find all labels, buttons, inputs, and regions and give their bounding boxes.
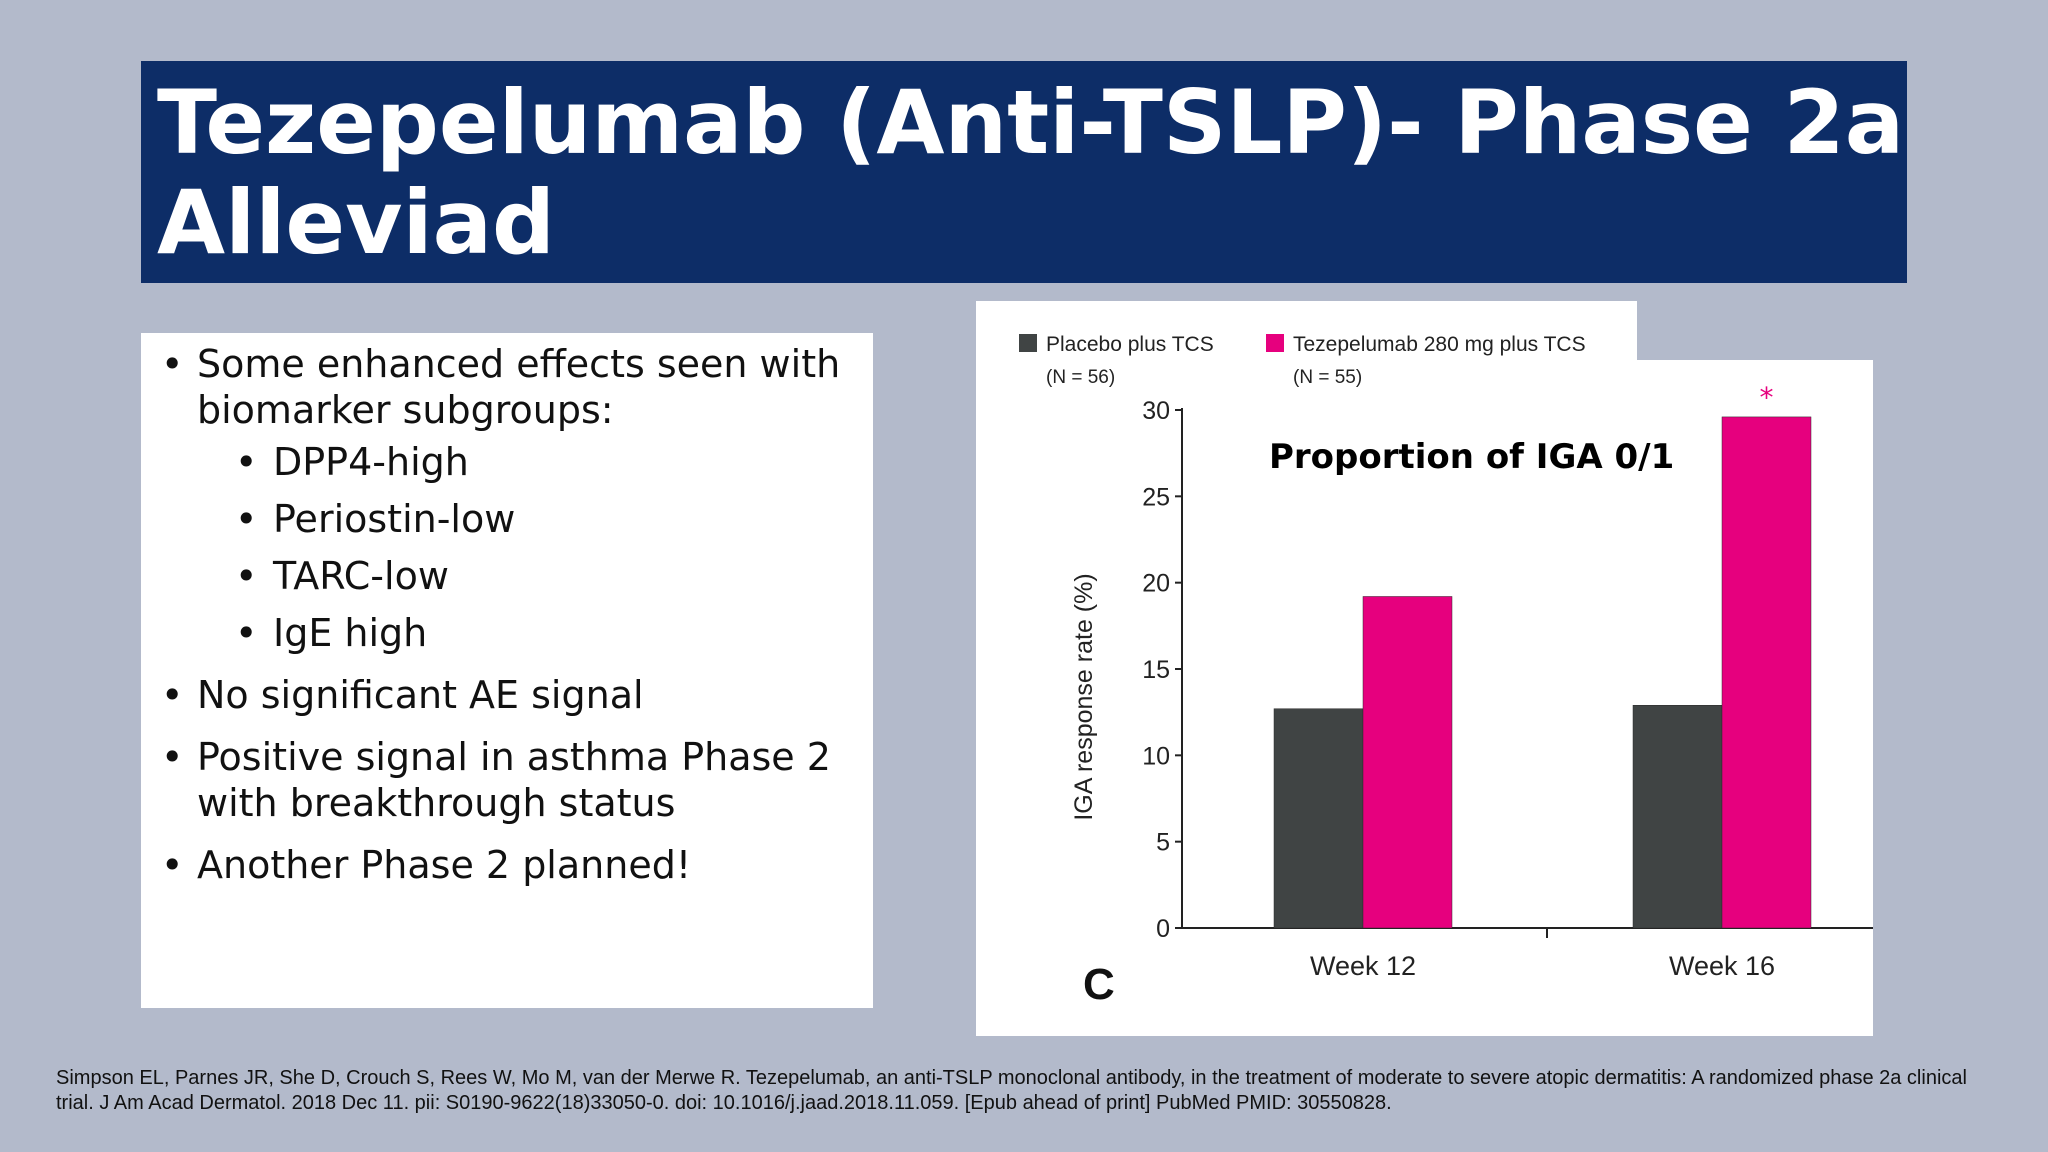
legend-label-tezepelumab: Tezepelumab 280 mg plus TCS	[1293, 333, 1586, 356]
bar-placebo-week-16	[1632, 705, 1723, 929]
y-tick-label: 10	[1142, 742, 1170, 770]
y-tick-label: 0	[1156, 915, 1170, 943]
bar-tezepelumab-week-16	[1721, 416, 1812, 929]
legend-label-placebo: Placebo plus TCS	[1046, 333, 1214, 356]
slide-title-line-2: Alleviad	[157, 171, 556, 274]
legend-n-tezepelumab: (N = 55)	[1293, 367, 1362, 388]
x-tick-label: Week 12	[1310, 951, 1416, 981]
y-axis-label: IGA response rate (%)	[1070, 573, 1098, 820]
bar-tezepelumab-week-12	[1362, 596, 1453, 929]
y-tick-label: 5	[1156, 829, 1170, 857]
bullet-item: No significant AE signal	[157, 672, 853, 718]
legend-swatch-tezepelumab	[1266, 334, 1284, 352]
sub-bullet-item: DPP4-high	[235, 439, 853, 485]
bullet-list: Some enhanced effects seen with biomarke…	[157, 341, 853, 888]
sub-bullet-item: TARC-low	[235, 553, 853, 599]
chart-title: Proportion of IGA 0/1	[1269, 437, 1674, 477]
bullet-text-biomarkers: Some enhanced effects seen with biomarke…	[197, 342, 841, 432]
bullet-item: Another Phase 2 planned!	[157, 842, 853, 888]
sub-bullet-list: DPP4-high Periostin-low TARC-low IgE hig…	[197, 439, 853, 656]
x-tick-label: Week 16	[1669, 951, 1775, 981]
panel-label: C	[1083, 960, 1115, 1009]
y-tick-label: 15	[1142, 656, 1170, 684]
bullet-item: Some enhanced effects seen with biomarke…	[157, 341, 853, 656]
title-bar: Tezepelumab (Anti-TSLP)- Phase 2a Allevi…	[141, 61, 1907, 283]
chart-axes: 0 5 10 15 20 25 30	[1142, 397, 1873, 943]
y-tick-label: 20	[1142, 570, 1170, 598]
bar-placebo-week-12	[1273, 708, 1364, 929]
chart-bars: *	[1273, 381, 1812, 929]
significance-asterisk: *	[1760, 381, 1774, 414]
sub-bullet-item: Periostin-low	[235, 496, 853, 542]
x-axis-labels: Week 12 Week 16	[1310, 951, 1775, 981]
bullet-panel: Some enhanced effects seen with biomarke…	[141, 333, 873, 1008]
sub-bullet-item: IgE high	[235, 610, 853, 656]
y-tick-label: 30	[1142, 397, 1170, 425]
citation-text: Simpson EL, Parnes JR, She D, Crouch S, …	[56, 1067, 1967, 1114]
chart-legend: Placebo plus TCS (N = 56) Tezepelumab 28…	[1019, 333, 1586, 388]
y-tick-label: 25	[1142, 483, 1170, 511]
legend-swatch-placebo	[1019, 334, 1037, 352]
slide-title-line-1: Tezepelumab (Anti-TSLP)- Phase 2a	[157, 71, 1905, 174]
legend-n-placebo: (N = 56)	[1046, 367, 1115, 388]
chart-panel: Placebo plus TCS (N = 56) Tezepelumab 28…	[976, 301, 1873, 1036]
bullet-item: Positive signal in asthma Phase 2 with b…	[157, 734, 853, 826]
bar-chart: Placebo plus TCS (N = 56) Tezepelumab 28…	[976, 301, 1873, 1036]
